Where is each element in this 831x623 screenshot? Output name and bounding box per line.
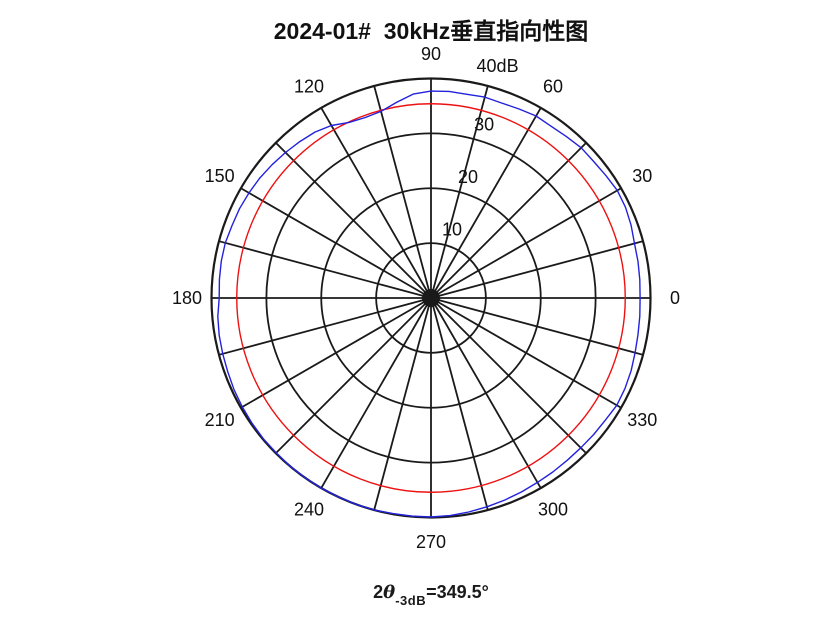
pattern-curve (217, 90, 641, 518)
theta-symbol: θ (383, 582, 396, 603)
angle-tick-label: 90 (421, 44, 441, 64)
polar-grid-circle (320, 187, 542, 409)
beamwidth-value: =349.5° (426, 582, 489, 602)
angle-tick-label: 300 (538, 499, 568, 519)
angle-tick-label: 150 (205, 166, 235, 186)
angle-tick-label: 270 (416, 532, 446, 552)
polar-grid-circle (265, 132, 597, 464)
angle-tick-label: 240 (294, 499, 324, 519)
angle-tick-label: 210 (205, 410, 235, 430)
angle-tick-label: 30 (632, 166, 652, 186)
beamwidth-annotation: 2θ-3dB=349.5° (31, 582, 831, 608)
r-tick-label: 10 (442, 219, 462, 239)
chart-title: 2024-01# 30kHz垂直指向性图 (273, 18, 589, 44)
beamwidth-coefficient: 2 (373, 582, 384, 602)
polar-center-hub (422, 289, 440, 307)
reference-circle-minus3db (236, 103, 626, 493)
r-axis-unit-label: 40dB (477, 56, 519, 76)
beamwidth-subscript: -3dB (395, 592, 427, 608)
angle-tick-label: 0 (670, 288, 680, 308)
angle-tick-label: 180 (172, 288, 202, 308)
angle-tick-label: 60 (543, 77, 563, 97)
angle-tick-label: 330 (627, 410, 657, 430)
r-tick-label: 20 (458, 167, 478, 187)
angle-tick-label: 120 (294, 77, 324, 97)
polar-grid-circle (375, 242, 487, 354)
r-tick-label: 30 (474, 114, 494, 134)
